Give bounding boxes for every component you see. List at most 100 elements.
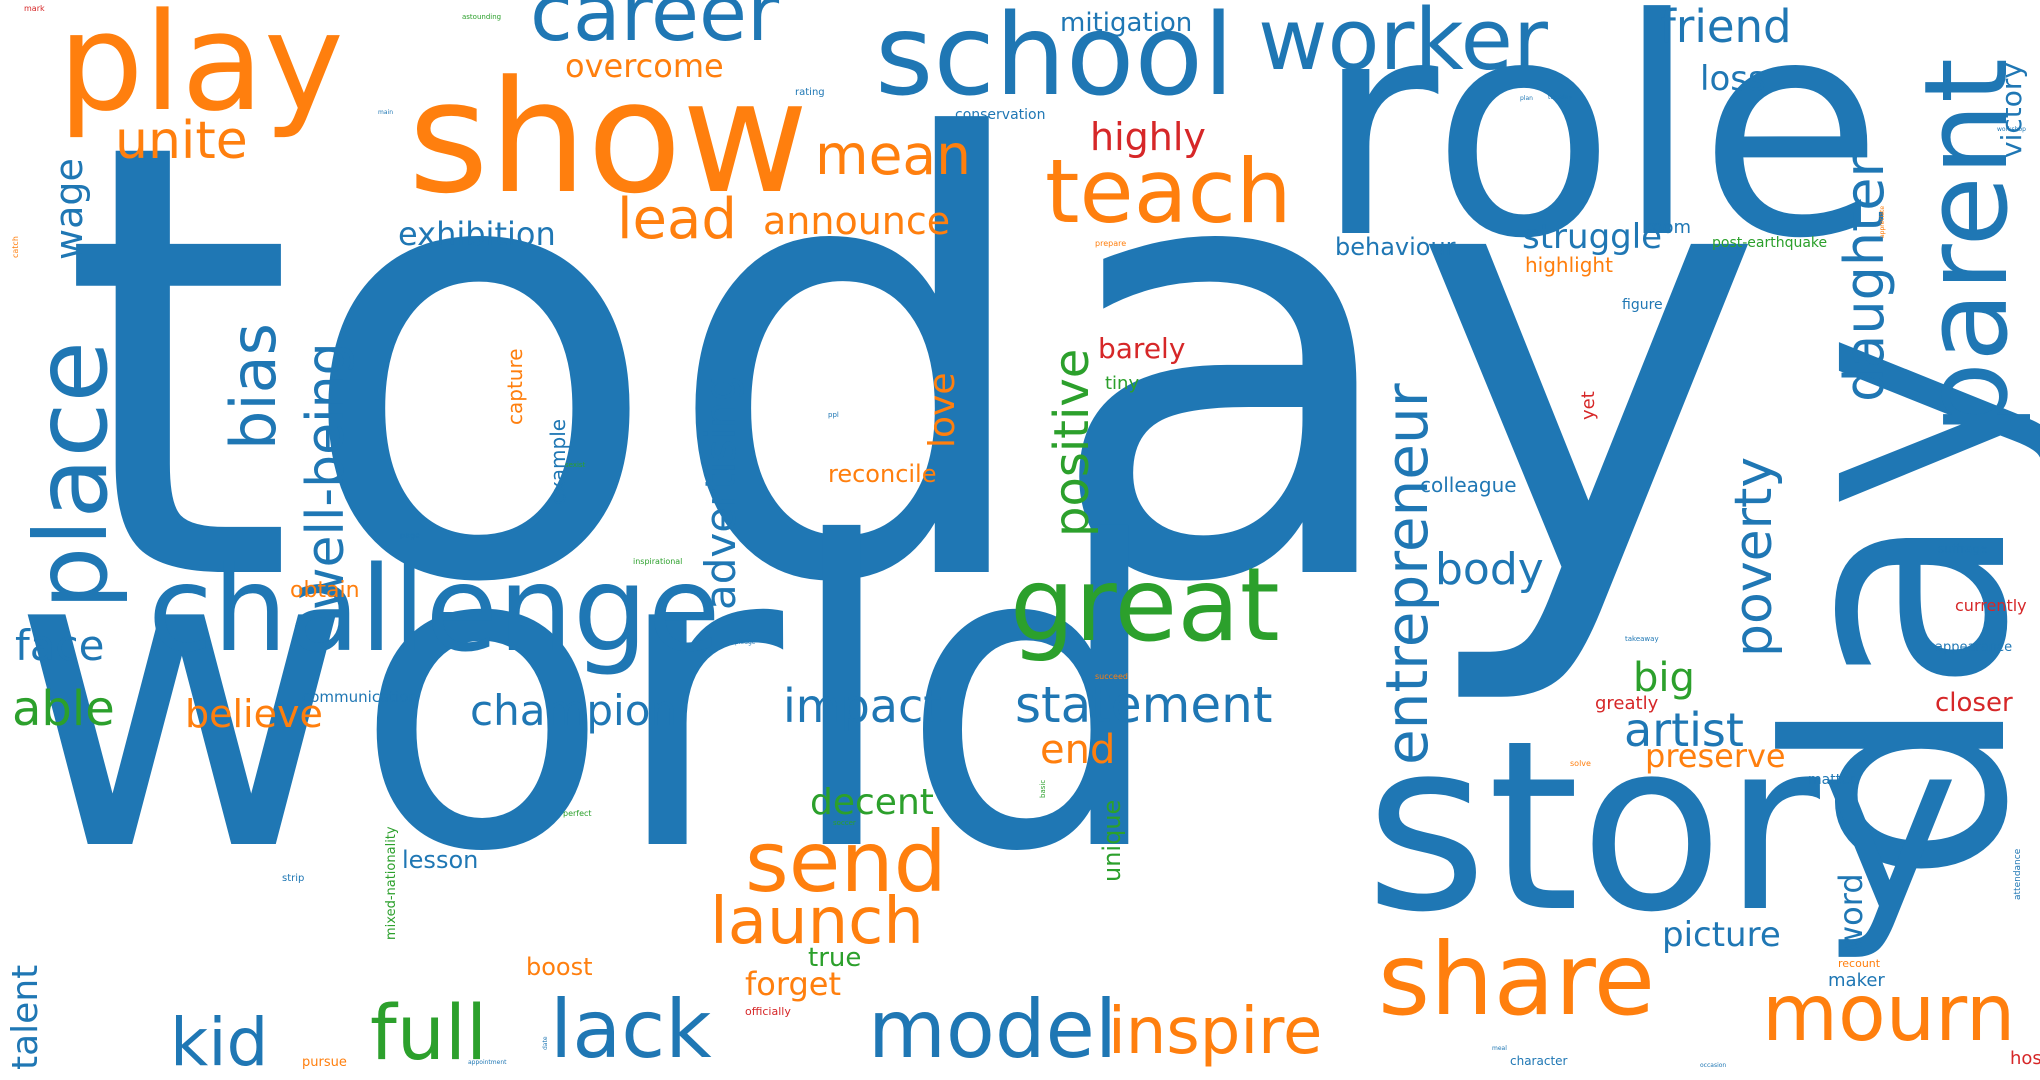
cloud-word: lead: [617, 187, 737, 252]
cloud-word: appearance: [1935, 640, 2013, 655]
cloud-word: kid: [170, 1004, 269, 1080]
cloud-word: reconcile: [828, 460, 937, 488]
cloud-word: character: [1510, 1054, 1568, 1068]
cloud-word: world: [10, 455, 1167, 944]
cloud-word: obtain: [290, 578, 360, 603]
cloud-word: lesson: [402, 846, 479, 874]
cloud-word: basic: [1039, 779, 1047, 798]
cloud-word: announce: [763, 199, 951, 243]
cloud-word: closer: [1935, 688, 2013, 718]
cloud-word: story: [1365, 691, 1960, 964]
cloud-word: face: [15, 621, 105, 670]
cloud-word: host: [2010, 1048, 2040, 1069]
cloud-word: friend: [1660, 0, 1792, 53]
cloud-word: model: [868, 983, 1118, 1076]
cloud-word: highlight: [1525, 253, 1613, 277]
cloud-word: sexist: [565, 461, 586, 469]
cloud-word: occasion: [1700, 1062, 1727, 1069]
cloud-word: unique: [1098, 799, 1126, 882]
cloud-word: pursue: [302, 1055, 347, 1070]
cloud-word: role: [1315, 0, 1884, 304]
cloud-word: teach: [1045, 140, 1292, 243]
cloud-word: strip: [282, 873, 305, 884]
cloud-word: worker: [1258, 0, 1548, 90]
cloud-word: currently: [1955, 596, 2027, 615]
cloud-word: victory: [1995, 62, 2028, 158]
cloud-word: yet: [1578, 391, 1599, 420]
cloud-word: overcome: [565, 47, 724, 85]
cloud-word: meal: [1492, 1045, 1507, 1052]
cloud-word: share: [1378, 921, 1656, 1038]
cloud-word: barely: [1098, 332, 1186, 365]
cloud-word: mean: [815, 123, 971, 187]
cloud-word: officially: [745, 1005, 791, 1018]
cloud-word: lack: [550, 983, 712, 1076]
cloud-word: impact: [783, 679, 942, 733]
cloud-word: show: [408, 47, 809, 228]
cloud-word: colleague: [1420, 473, 1517, 497]
cloud-word: tuesday: [1548, 94, 1573, 101]
cloud-word: statement: [1015, 676, 1273, 734]
cloud-word: mom: [1645, 217, 1692, 238]
cloud-word: exhibition: [398, 215, 556, 253]
cloud-word: unite: [115, 111, 248, 171]
cloud-word: picture: [1662, 915, 1781, 955]
cloud-word: challenge: [148, 540, 721, 678]
cloud-word: today: [60, 15, 1766, 714]
cloud-word: struggle: [1522, 217, 1663, 257]
cloud-word: succeed: [1095, 672, 1128, 681]
cloud-word: school: [875, 0, 1235, 121]
cloud-word: well-being: [296, 342, 356, 610]
cloud-word: artist: [1624, 703, 1744, 757]
cloud-word: body: [1435, 544, 1544, 595]
cloud-word: appointment: [468, 1059, 507, 1066]
cloud-word: communication: [302, 688, 419, 706]
cloud-word: main: [378, 109, 393, 116]
cloud-word: full: [370, 988, 488, 1077]
cloud-word: capture: [503, 348, 527, 425]
cloud-word: poverty: [1724, 456, 1784, 657]
cloud-word: decent: [810, 782, 934, 823]
cloud-word: appreciate: [1879, 205, 1886, 238]
cloud-word: maker: [1828, 970, 1885, 991]
cloud-word: behaviour: [1335, 233, 1456, 261]
cloud-word: believe: [185, 692, 323, 736]
cloud-word: date: [542, 1036, 549, 1050]
cloud-word: champion: [470, 686, 678, 735]
cloud-word: talent: [5, 964, 46, 1070]
cloud-word: able: [12, 681, 115, 737]
cloud-word: daughter: [1833, 155, 1896, 402]
cloud-word: highly: [1090, 115, 1206, 159]
cloud-word: preserve: [1645, 737, 1786, 775]
cloud-word: true: [808, 943, 862, 973]
cloud-word: conservation: [955, 107, 1046, 123]
cloud-word: advertising: [696, 374, 745, 610]
cloud-word: place: [13, 340, 130, 610]
cloud-word: bias: [217, 323, 290, 450]
cloud-word: tiny: [1105, 373, 1140, 394]
cloud-word: entrepreneur: [1373, 383, 1441, 765]
cloud-word: forget: [745, 965, 841, 1003]
cloud-word: perfect: [563, 809, 592, 818]
cloud-word: prepare: [1095, 239, 1127, 248]
cloud-word: suffrage: [1938, 542, 1988, 556]
cloud-word: inspire: [1108, 995, 1323, 1069]
cloud-word: solve: [1570, 759, 1591, 768]
cloud-word: soccer: [833, 819, 856, 827]
cloud-word: inspirational: [633, 557, 683, 566]
cloud-word: mark: [24, 4, 45, 13]
cloud-word: pledge: [735, 639, 756, 646]
cloud-word: mitigation: [1060, 8, 1193, 38]
cloud-word: ppl: [828, 411, 839, 419]
cloud-word: great: [1010, 546, 1280, 665]
cloud-word: mixed-nationality: [384, 826, 399, 940]
cloud-word: big: [1633, 655, 1695, 701]
cloud-word: positive: [1044, 348, 1100, 537]
cloud-word: play: [58, 0, 344, 141]
cloud-word: plan: [1520, 95, 1533, 102]
cloud-word: greatly: [1595, 693, 1659, 714]
cloud-word: career: [530, 0, 780, 59]
cloud-word: boost: [526, 953, 593, 981]
cloud-word: loss: [1700, 59, 1766, 99]
